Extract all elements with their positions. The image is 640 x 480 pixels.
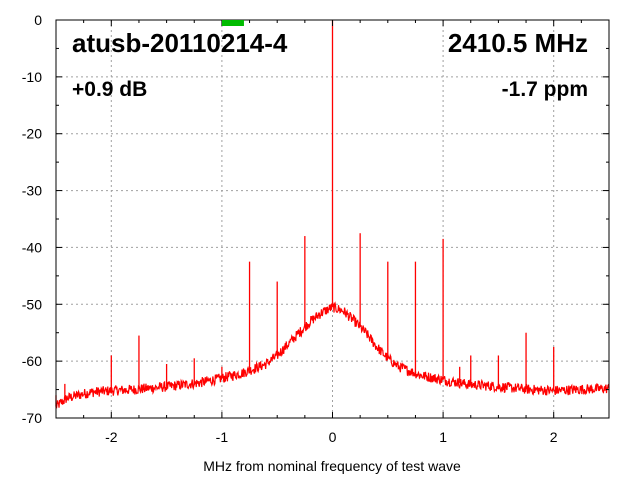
y-tick-label: -20 bbox=[22, 126, 42, 142]
y-tick-label: -10 bbox=[22, 69, 42, 85]
x-axis-label: MHz from nominal frequency of test wave bbox=[203, 458, 461, 474]
y-tick-label: 0 bbox=[34, 12, 42, 28]
y-tick-label: -70 bbox=[22, 410, 42, 426]
device-label: atusb-20110214-4 bbox=[72, 28, 288, 58]
y-tick-label: -30 bbox=[22, 183, 42, 199]
ppm-label: -1.7 ppm bbox=[502, 78, 588, 101]
x-tick-label: 1 bbox=[439, 429, 447, 445]
offset-db-label: +0.9 dB bbox=[72, 78, 147, 101]
x-tick-label: 0 bbox=[329, 429, 337, 445]
spur-lines bbox=[55, 20, 555, 407]
frequency-label: 2410.5 MHz bbox=[448, 28, 588, 58]
x-tick-label: 2 bbox=[550, 429, 558, 445]
y-tick-label: -50 bbox=[22, 296, 42, 312]
axis-ticks bbox=[55, 19, 610, 419]
frequency-marker bbox=[221, 20, 244, 26]
spectrum-series bbox=[55, 20, 610, 409]
tick-labels: -2 -1 0 1 20-10-20-30-40-50-60-70 bbox=[22, 12, 558, 445]
x-tick-label: -1 bbox=[216, 429, 229, 445]
y-tick-label: -60 bbox=[22, 353, 42, 369]
x-tick-label: -2 bbox=[105, 429, 118, 445]
y-tick-label: -40 bbox=[22, 239, 42, 255]
